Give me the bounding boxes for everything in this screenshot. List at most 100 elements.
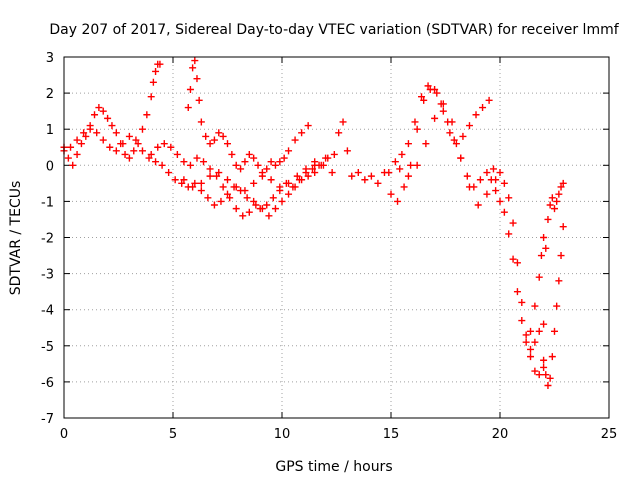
data-point xyxy=(191,57,199,65)
data-point xyxy=(551,205,558,213)
data-point xyxy=(132,136,140,144)
data-series xyxy=(311,85,493,205)
data-point xyxy=(404,140,412,148)
data-series xyxy=(60,60,164,169)
data-point xyxy=(152,67,160,75)
data-point xyxy=(91,111,99,119)
data-point xyxy=(232,161,240,169)
data-point xyxy=(245,208,253,216)
grid xyxy=(64,57,609,418)
data-point xyxy=(505,194,513,202)
data-point xyxy=(367,172,375,180)
data-point xyxy=(108,122,116,130)
data-point xyxy=(302,165,310,173)
data-point xyxy=(280,154,288,162)
data-point xyxy=(439,100,447,108)
data-point xyxy=(69,161,77,169)
data-point xyxy=(348,172,356,180)
data-point xyxy=(99,136,107,144)
data-point xyxy=(559,179,567,187)
data-point xyxy=(258,172,266,180)
data-point xyxy=(64,154,72,162)
data-point xyxy=(546,374,554,382)
data-point xyxy=(557,183,565,191)
data-point xyxy=(147,93,155,101)
data-point xyxy=(513,288,521,296)
data-point xyxy=(557,252,565,260)
data-point xyxy=(232,183,240,191)
data-point xyxy=(93,129,101,137)
data-point xyxy=(450,136,458,144)
data-point xyxy=(387,190,395,198)
data-point xyxy=(479,104,487,112)
data-point xyxy=(147,150,155,158)
y-tick-label: -1 xyxy=(41,195,54,210)
data-point xyxy=(354,169,362,177)
data-point xyxy=(555,277,563,285)
x-tick-label: 20 xyxy=(492,427,509,442)
data-point xyxy=(553,302,561,310)
data-point xyxy=(258,205,266,213)
y-tick-label: -5 xyxy=(41,340,54,355)
data-point xyxy=(180,158,188,166)
x-tick-label: 10 xyxy=(274,427,291,442)
data-point xyxy=(411,118,419,126)
data-point xyxy=(285,190,293,198)
data-series xyxy=(527,179,567,335)
data-points xyxy=(60,57,567,390)
data-point xyxy=(193,75,201,83)
data-point xyxy=(206,172,214,180)
data-point xyxy=(518,317,526,325)
data-point xyxy=(125,132,133,140)
data-point xyxy=(463,172,471,180)
data-point xyxy=(197,179,205,187)
data-point xyxy=(186,85,194,93)
data-point xyxy=(278,197,286,205)
data-point xyxy=(542,244,550,252)
data-point xyxy=(544,215,552,223)
data-point xyxy=(138,147,146,155)
data-point xyxy=(104,114,112,122)
chart-title: Day 207 of 2017, Sidereal Day-to-day VTE… xyxy=(49,22,619,38)
data-point xyxy=(197,187,205,195)
plot-frame xyxy=(63,56,610,419)
data-point xyxy=(407,161,415,169)
data-point xyxy=(219,132,227,140)
data-point xyxy=(474,201,482,209)
data-point xyxy=(544,382,552,390)
data-point xyxy=(226,194,234,202)
data-point xyxy=(265,212,273,220)
data-point xyxy=(285,147,293,155)
data-point xyxy=(309,165,317,173)
data-point xyxy=(219,183,227,191)
data-point xyxy=(200,158,208,166)
data-point xyxy=(522,331,530,339)
data-point xyxy=(535,327,543,335)
data-point xyxy=(217,197,225,205)
data-point xyxy=(472,111,480,119)
data-point xyxy=(404,172,412,180)
data-point xyxy=(119,140,127,148)
data-point xyxy=(527,327,535,335)
data-point xyxy=(149,78,157,86)
data-point xyxy=(555,190,563,198)
data-point xyxy=(186,161,194,169)
data-point xyxy=(531,302,539,310)
data-point xyxy=(537,252,545,260)
data-point xyxy=(527,345,535,353)
data-point xyxy=(184,104,192,112)
x-tick-labels: 0 5 10 15 20 25 xyxy=(60,427,617,442)
data-point xyxy=(250,179,258,187)
data-point xyxy=(489,165,497,173)
data-point xyxy=(285,179,293,187)
data-series xyxy=(396,100,548,379)
data-point xyxy=(263,201,271,209)
y-tick-label: 3 xyxy=(46,51,54,66)
y-tick-label: -4 xyxy=(41,304,54,319)
data-point xyxy=(553,197,561,205)
data-point xyxy=(531,338,539,346)
data-point xyxy=(413,161,421,169)
data-point xyxy=(276,158,284,166)
data-series xyxy=(184,57,312,177)
